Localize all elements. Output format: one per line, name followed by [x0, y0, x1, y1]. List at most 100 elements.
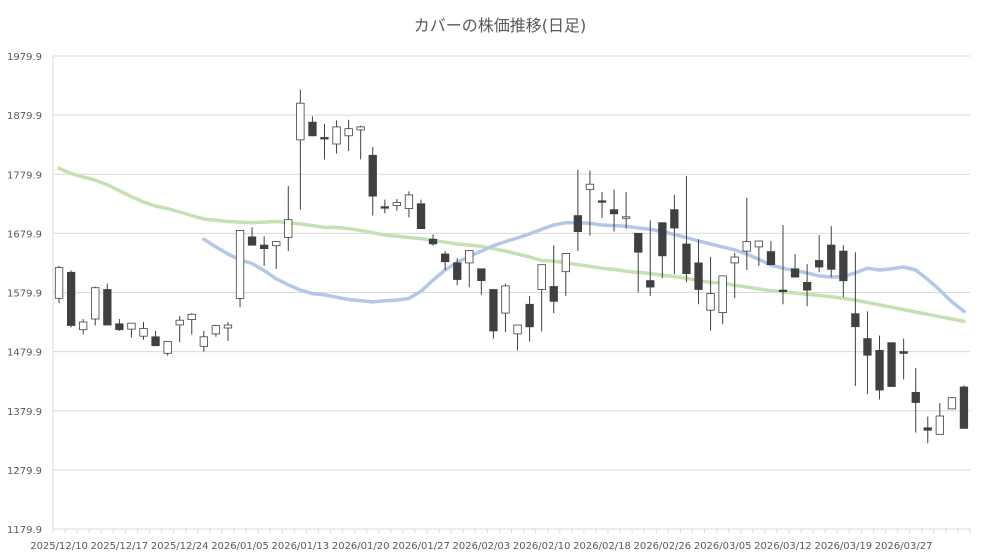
candle: [223, 322, 233, 341]
candle-body: [368, 154, 377, 197]
candle-body: [935, 415, 944, 435]
candle-body: [911, 391, 920, 403]
candle-body: [151, 336, 160, 347]
candle: [513, 324, 522, 351]
y-axis-ticks: 1179.9 1279.9 1379.9 1479.9 1579.9 1679.9 1779…: [7, 52, 42, 536]
x-tick-label: 2025/12/17: [91, 541, 149, 552]
candle: [634, 232, 643, 293]
candle-body: [585, 183, 595, 190]
candle: [163, 341, 172, 356]
candle: [356, 125, 365, 160]
candle: [887, 342, 896, 387]
candle: [453, 258, 462, 286]
candle-body: [284, 219, 293, 238]
candle: [404, 191, 414, 218]
candle: [742, 197, 751, 270]
candle: [175, 316, 184, 343]
candle: [272, 241, 281, 269]
candle-body: [646, 280, 655, 288]
candle: [597, 191, 607, 218]
candle-body: [139, 328, 148, 337]
candle-body: [730, 256, 739, 264]
candle-body: [803, 281, 812, 291]
candle: [923, 416, 932, 444]
candle: [766, 241, 776, 266]
candle: [863, 311, 872, 395]
x-tick-label: 2026/03/19: [814, 541, 872, 552]
candle: [380, 199, 390, 214]
candle-body: [187, 313, 196, 320]
candle: [754, 240, 763, 266]
candle-body: [344, 128, 353, 137]
candle-body: [175, 319, 184, 326]
candle-body: [489, 289, 498, 332]
candle-body: [947, 397, 957, 410]
candle-body: [827, 244, 836, 270]
candle-body: [634, 232, 643, 253]
candles: [54, 89, 969, 444]
y-tick-label: 1379.9: [7, 407, 42, 418]
candle-body: [863, 338, 872, 356]
candle: [320, 123, 329, 160]
candle: [585, 170, 595, 236]
candle: [296, 89, 305, 210]
ma-short-line: [202, 220, 966, 314]
x-tick-label: 2026/03/12: [754, 541, 812, 552]
candle-body: [549, 286, 558, 302]
candle: [211, 324, 221, 337]
candle: [839, 245, 848, 298]
x-axis-ticks: 2025/12/10 2025/12/17 2025/12/24 2026/01/05…: [30, 529, 971, 552]
candle-body: [658, 222, 667, 257]
candle: [899, 338, 908, 380]
candle-body: [597, 200, 607, 203]
candle: [682, 175, 691, 283]
candle: [259, 236, 269, 266]
candle-body: [440, 253, 450, 263]
candle: [235, 229, 245, 308]
candle-body: [899, 351, 908, 354]
chart-title: カバーの株価推移(日足): [414, 16, 587, 35]
candle-body: [477, 268, 486, 281]
candle: [706, 256, 715, 331]
x-tick-label: 2025/12/24: [151, 541, 209, 552]
candle-body: [682, 243, 691, 275]
ma-long-line: [57, 166, 966, 324]
candle-body: [235, 229, 245, 299]
candle-body: [887, 342, 896, 387]
candle: [67, 270, 76, 328]
x-tick-label: 2026/02/26: [634, 541, 692, 552]
candle: [392, 199, 402, 211]
x-tick-label: 2026/03/27: [875, 541, 933, 552]
candle-body: [694, 262, 703, 290]
candle-body: [815, 260, 824, 268]
y-tick-label: 1779.9: [7, 170, 42, 181]
candle: [549, 245, 558, 314]
candle-body: [103, 289, 112, 326]
candle-body: [453, 262, 462, 280]
x-tick-label: 2026/01/13: [272, 541, 330, 552]
candle-body: [79, 321, 88, 331]
candle: [658, 222, 667, 279]
candle: [187, 313, 196, 335]
y-tick-label: 1979.9: [7, 52, 42, 63]
candle-body: [296, 102, 305, 141]
candle: [151, 330, 160, 347]
candle: [477, 268, 486, 295]
candle-body: [959, 386, 969, 429]
candle-body: [851, 313, 860, 328]
candle: [646, 220, 655, 296]
candle: [670, 194, 679, 275]
candle-body: [537, 264, 546, 290]
x-tick-label: 2026/01/05: [211, 541, 269, 552]
candle-body: [356, 126, 365, 131]
x-tick-label: 2025/12/10: [30, 541, 88, 552]
candle: [827, 226, 836, 278]
gridlines: [52, 55, 970, 530]
y-tick-label: 1679.9: [7, 229, 42, 240]
x-tick-label: 2026/03/05: [694, 541, 752, 552]
candle: [332, 120, 341, 154]
candle: [103, 283, 112, 326]
candle-body: [91, 287, 100, 320]
candle: [501, 283, 510, 333]
